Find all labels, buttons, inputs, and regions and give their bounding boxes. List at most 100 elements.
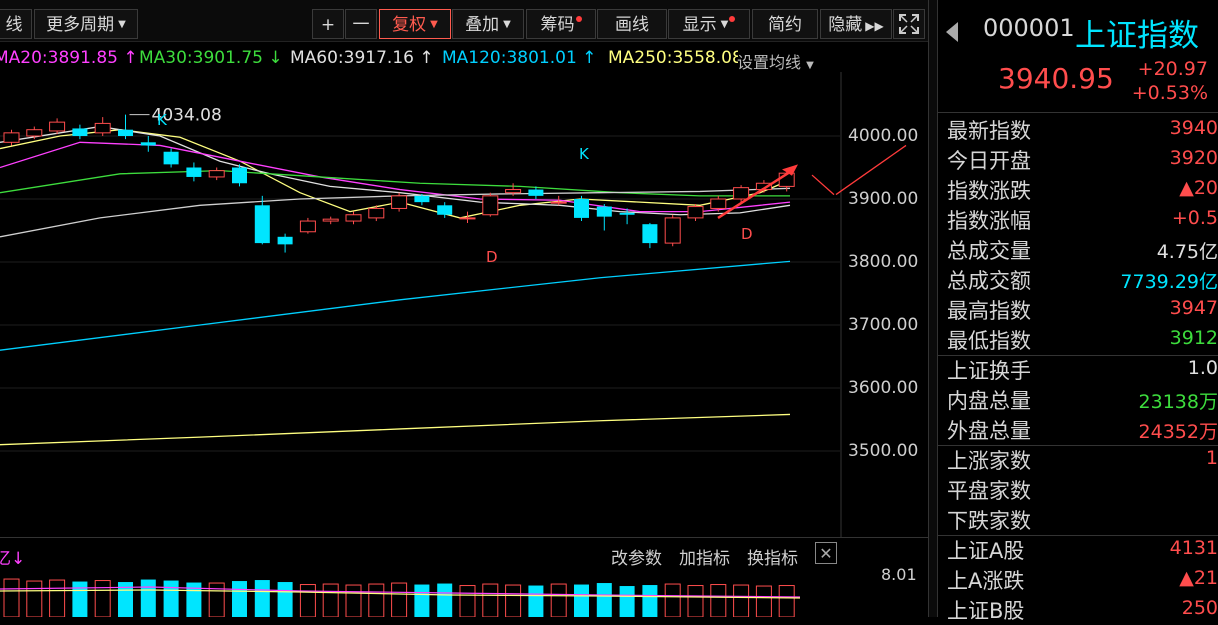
candle[interactable] xyxy=(391,192,408,212)
ma-settings-dropdown[interactable]: 设置均线 ▼ xyxy=(737,49,814,73)
price-axis-tick: 4000.00 xyxy=(848,126,919,146)
candle[interactable] xyxy=(94,117,111,136)
volume-bar xyxy=(550,583,567,617)
candle[interactable] xyxy=(733,185,750,203)
add-indicator-button[interactable]: 加指标 xyxy=(679,549,730,569)
chevron-down-icon: ▼ xyxy=(118,19,126,30)
quote-row-label: 总成交量 xyxy=(947,239,1031,263)
k-marker: K xyxy=(157,111,168,129)
quote-row: 今日开盘 3920 xyxy=(938,145,1218,175)
fuquan-dropdown[interactable]: 复权 ▼ xyxy=(379,9,451,39)
quote-row: 上证B股 250 xyxy=(938,595,1218,625)
candle[interactable] xyxy=(596,204,612,231)
draw-line-button[interactable]: 画线 xyxy=(597,9,667,39)
candle[interactable] xyxy=(574,195,589,222)
candle[interactable] xyxy=(232,164,247,187)
quote-row-value: 250 xyxy=(1181,597,1218,619)
candle[interactable] xyxy=(710,195,727,212)
quote-panel: 000001 上证指数 3940.95 +20.97 +0.53% 最新指数 39… xyxy=(938,0,1218,623)
overlay-label: 叠加 xyxy=(465,15,500,35)
separator xyxy=(938,535,1218,536)
ma10-line xyxy=(0,125,791,216)
candle[interactable] xyxy=(505,183,522,196)
volume-bar xyxy=(94,580,111,617)
display-dropdown[interactable]: 显示 ▼ xyxy=(668,9,750,39)
candle[interactable] xyxy=(3,129,20,146)
volume-bar xyxy=(528,585,544,617)
trend-arrow xyxy=(717,169,793,219)
candle[interactable] xyxy=(528,186,544,199)
quote-row-value: 23138万 xyxy=(1138,391,1218,413)
candle[interactable] xyxy=(322,216,339,225)
quote-row: 内盘总量 23138万 xyxy=(938,385,1218,415)
quote-row-value: +0.5 xyxy=(1171,207,1218,229)
candle[interactable] xyxy=(642,222,658,249)
back-arrow-icon[interactable] xyxy=(946,22,958,42)
candle[interactable] xyxy=(345,211,362,225)
candle[interactable] xyxy=(72,124,88,140)
candle[interactable] xyxy=(49,118,66,135)
volume-bar xyxy=(619,586,635,617)
hide-button[interactable]: 隐藏 ▶▶ xyxy=(820,9,892,39)
candle[interactable] xyxy=(619,208,635,225)
volume-bar xyxy=(664,583,681,617)
close-icon[interactable]: ✕ xyxy=(815,542,837,564)
candle[interactable] xyxy=(664,214,681,247)
candle[interactable] xyxy=(140,136,156,152)
quote-row-label: 最低指数 xyxy=(947,329,1031,353)
candle[interactable] xyxy=(482,192,499,217)
hide-label: 隐藏 xyxy=(828,15,863,35)
zoom-in-button[interactable]: + xyxy=(312,9,344,39)
candle[interactable] xyxy=(550,195,567,206)
candle[interactable] xyxy=(254,195,270,245)
candle[interactable] xyxy=(208,167,225,181)
candle[interactable] xyxy=(118,114,133,140)
volume-bar xyxy=(437,583,453,617)
quote-row-value: 3940 xyxy=(1169,117,1218,139)
zoom-out-button[interactable]: 一 xyxy=(345,9,377,39)
candle[interactable] xyxy=(687,204,704,222)
edit-params-button[interactable]: 改参数 xyxy=(611,549,662,569)
quote-row-value: 3920 xyxy=(1169,147,1218,169)
more-periods-dropdown[interactable]: 更多周期 ▼ xyxy=(34,9,138,39)
candle[interactable] xyxy=(299,217,316,234)
candle[interactable] xyxy=(459,211,476,223)
candle[interactable] xyxy=(26,126,43,140)
quote-row-value: ▲21 xyxy=(1179,567,1218,589)
quote-row-label: 内盘总量 xyxy=(947,389,1031,413)
overlay-dropdown[interactable]: 叠加 ▼ xyxy=(452,9,524,39)
chip-distribution-button[interactable]: 筹码 xyxy=(526,9,596,39)
panel-divider[interactable] xyxy=(928,0,938,617)
high-price-label: 4034.08 xyxy=(152,106,222,126)
volume-bar xyxy=(733,584,750,617)
chevron-down-icon: ▼ xyxy=(720,19,729,30)
volume-bar xyxy=(755,585,772,617)
quote-row-value: 1.0 xyxy=(1187,357,1218,379)
display-label: 显示 xyxy=(682,15,717,35)
volume-bar xyxy=(687,585,704,617)
line-mode-button[interactable]: 线 xyxy=(0,9,32,39)
candle[interactable] xyxy=(437,202,453,218)
ma120-label: MA120:3801.01 ↑ xyxy=(442,48,597,68)
quote-row: 上A涨跌 ▲21 xyxy=(938,565,1218,595)
volume-bar xyxy=(49,579,66,617)
quote-row-value: 1 xyxy=(1205,447,1218,469)
price-change-pct: +0.53% xyxy=(1131,82,1208,104)
chart-toolbar: 线 更多周期 ▼ + 一 复权 ▼ 叠加 ▼ 筹码 画线 显示 ▼ 简约 隐藏 ▶▶ xyxy=(0,0,928,42)
k-marker: K xyxy=(579,145,590,163)
quote-row: 外盘总量 24352万 xyxy=(938,415,1218,445)
candle[interactable] xyxy=(414,193,430,206)
ma120-line xyxy=(0,260,791,351)
quote-row-label: 最高指数 xyxy=(947,299,1031,323)
candle[interactable] xyxy=(186,162,202,182)
quote-row: 最低指数 3912 xyxy=(938,325,1218,355)
candle[interactable] xyxy=(277,233,293,253)
candle[interactable] xyxy=(163,148,179,168)
quote-row: 总成交额 7739.29亿 xyxy=(938,265,1218,295)
candle[interactable] xyxy=(368,205,385,222)
simple-mode-button[interactable]: 简约 xyxy=(752,9,818,39)
switch-indicator-button[interactable]: 换指标 xyxy=(747,549,798,569)
fullscreen-button[interactable] xyxy=(893,9,925,39)
price-axis-tick: 3800.00 xyxy=(848,252,919,272)
